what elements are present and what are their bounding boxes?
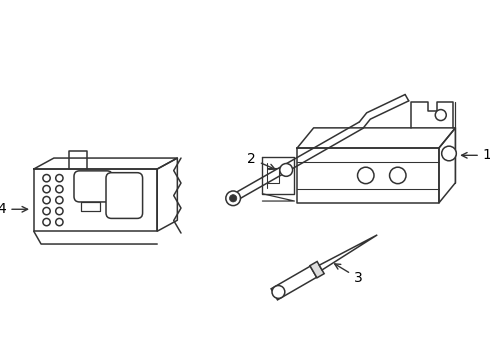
Circle shape [43, 185, 50, 193]
Circle shape [43, 197, 50, 204]
Circle shape [272, 285, 285, 298]
Text: 3: 3 [335, 264, 363, 285]
Circle shape [56, 197, 63, 204]
Polygon shape [310, 261, 324, 278]
Circle shape [358, 167, 374, 184]
Circle shape [43, 207, 50, 215]
Circle shape [56, 185, 63, 193]
Circle shape [56, 219, 63, 226]
Circle shape [43, 175, 50, 182]
Circle shape [56, 175, 63, 182]
Circle shape [441, 146, 456, 161]
Circle shape [226, 191, 241, 206]
Polygon shape [319, 235, 377, 270]
Circle shape [43, 219, 50, 226]
Circle shape [280, 163, 293, 176]
Text: 4: 4 [0, 202, 27, 216]
Circle shape [390, 167, 406, 184]
Circle shape [435, 109, 446, 121]
Circle shape [229, 195, 237, 202]
Text: 1: 1 [462, 148, 490, 162]
FancyBboxPatch shape [106, 173, 143, 219]
Text: 2: 2 [247, 152, 275, 170]
Polygon shape [271, 266, 317, 300]
FancyBboxPatch shape [74, 171, 112, 202]
Circle shape [56, 207, 63, 215]
